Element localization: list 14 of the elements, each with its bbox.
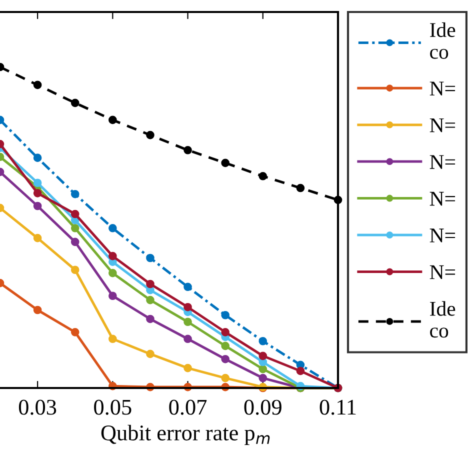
x-tick-label: 0.09 xyxy=(244,400,282,415)
legend-label: N= xyxy=(430,82,456,96)
legend-label: N= xyxy=(430,228,456,242)
x-axis-title: Qubit error rate p$_{m}$ xyxy=(101,424,270,445)
x-tick-label: 0.11 xyxy=(320,400,356,415)
legend-label: Ide co xyxy=(430,301,456,338)
x-tick-label: 0.07 xyxy=(169,400,207,415)
legend-label: N= xyxy=(430,265,456,280)
legend-label: N= xyxy=(430,192,456,206)
legend-label: Ide co xyxy=(430,22,456,59)
x-tick-label: 0.03 xyxy=(18,400,56,415)
x-tick-label: 0.05 xyxy=(94,400,132,415)
legend-label: N= xyxy=(430,155,456,169)
legend-label: N= xyxy=(430,118,456,132)
